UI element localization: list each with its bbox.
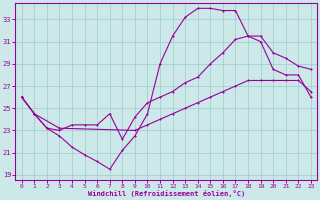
X-axis label: Windchill (Refroidissement éolien,°C): Windchill (Refroidissement éolien,°C) [88,190,245,197]
